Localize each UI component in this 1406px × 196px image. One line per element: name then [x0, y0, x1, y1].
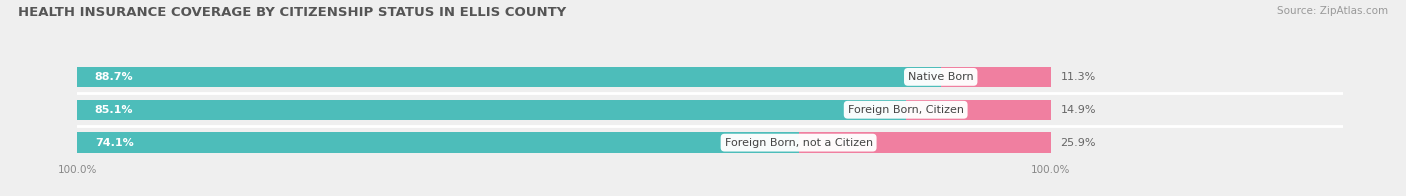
Bar: [77, 100, 905, 120]
Text: 85.1%: 85.1%: [94, 105, 134, 115]
Text: Foreign Born, not a Citizen: Foreign Born, not a Citizen: [724, 138, 873, 148]
Text: 25.9%: 25.9%: [1060, 138, 1095, 148]
Bar: [77, 132, 1050, 153]
Bar: [941, 67, 1050, 87]
Text: 14.9%: 14.9%: [1060, 105, 1095, 115]
Text: 11.3%: 11.3%: [1060, 72, 1095, 82]
Bar: [77, 67, 941, 87]
Text: HEALTH INSURANCE COVERAGE BY CITIZENSHIP STATUS IN ELLIS COUNTY: HEALTH INSURANCE COVERAGE BY CITIZENSHIP…: [18, 6, 567, 19]
Text: Source: ZipAtlas.com: Source: ZipAtlas.com: [1277, 6, 1388, 16]
Text: 74.1%: 74.1%: [94, 138, 134, 148]
Bar: [77, 132, 799, 153]
Bar: [77, 100, 1050, 120]
Bar: [77, 67, 1050, 87]
Bar: [799, 132, 1050, 153]
Bar: [905, 100, 1050, 120]
Text: Native Born: Native Born: [908, 72, 973, 82]
Text: 88.7%: 88.7%: [94, 72, 134, 82]
Text: Foreign Born, Citizen: Foreign Born, Citizen: [848, 105, 963, 115]
